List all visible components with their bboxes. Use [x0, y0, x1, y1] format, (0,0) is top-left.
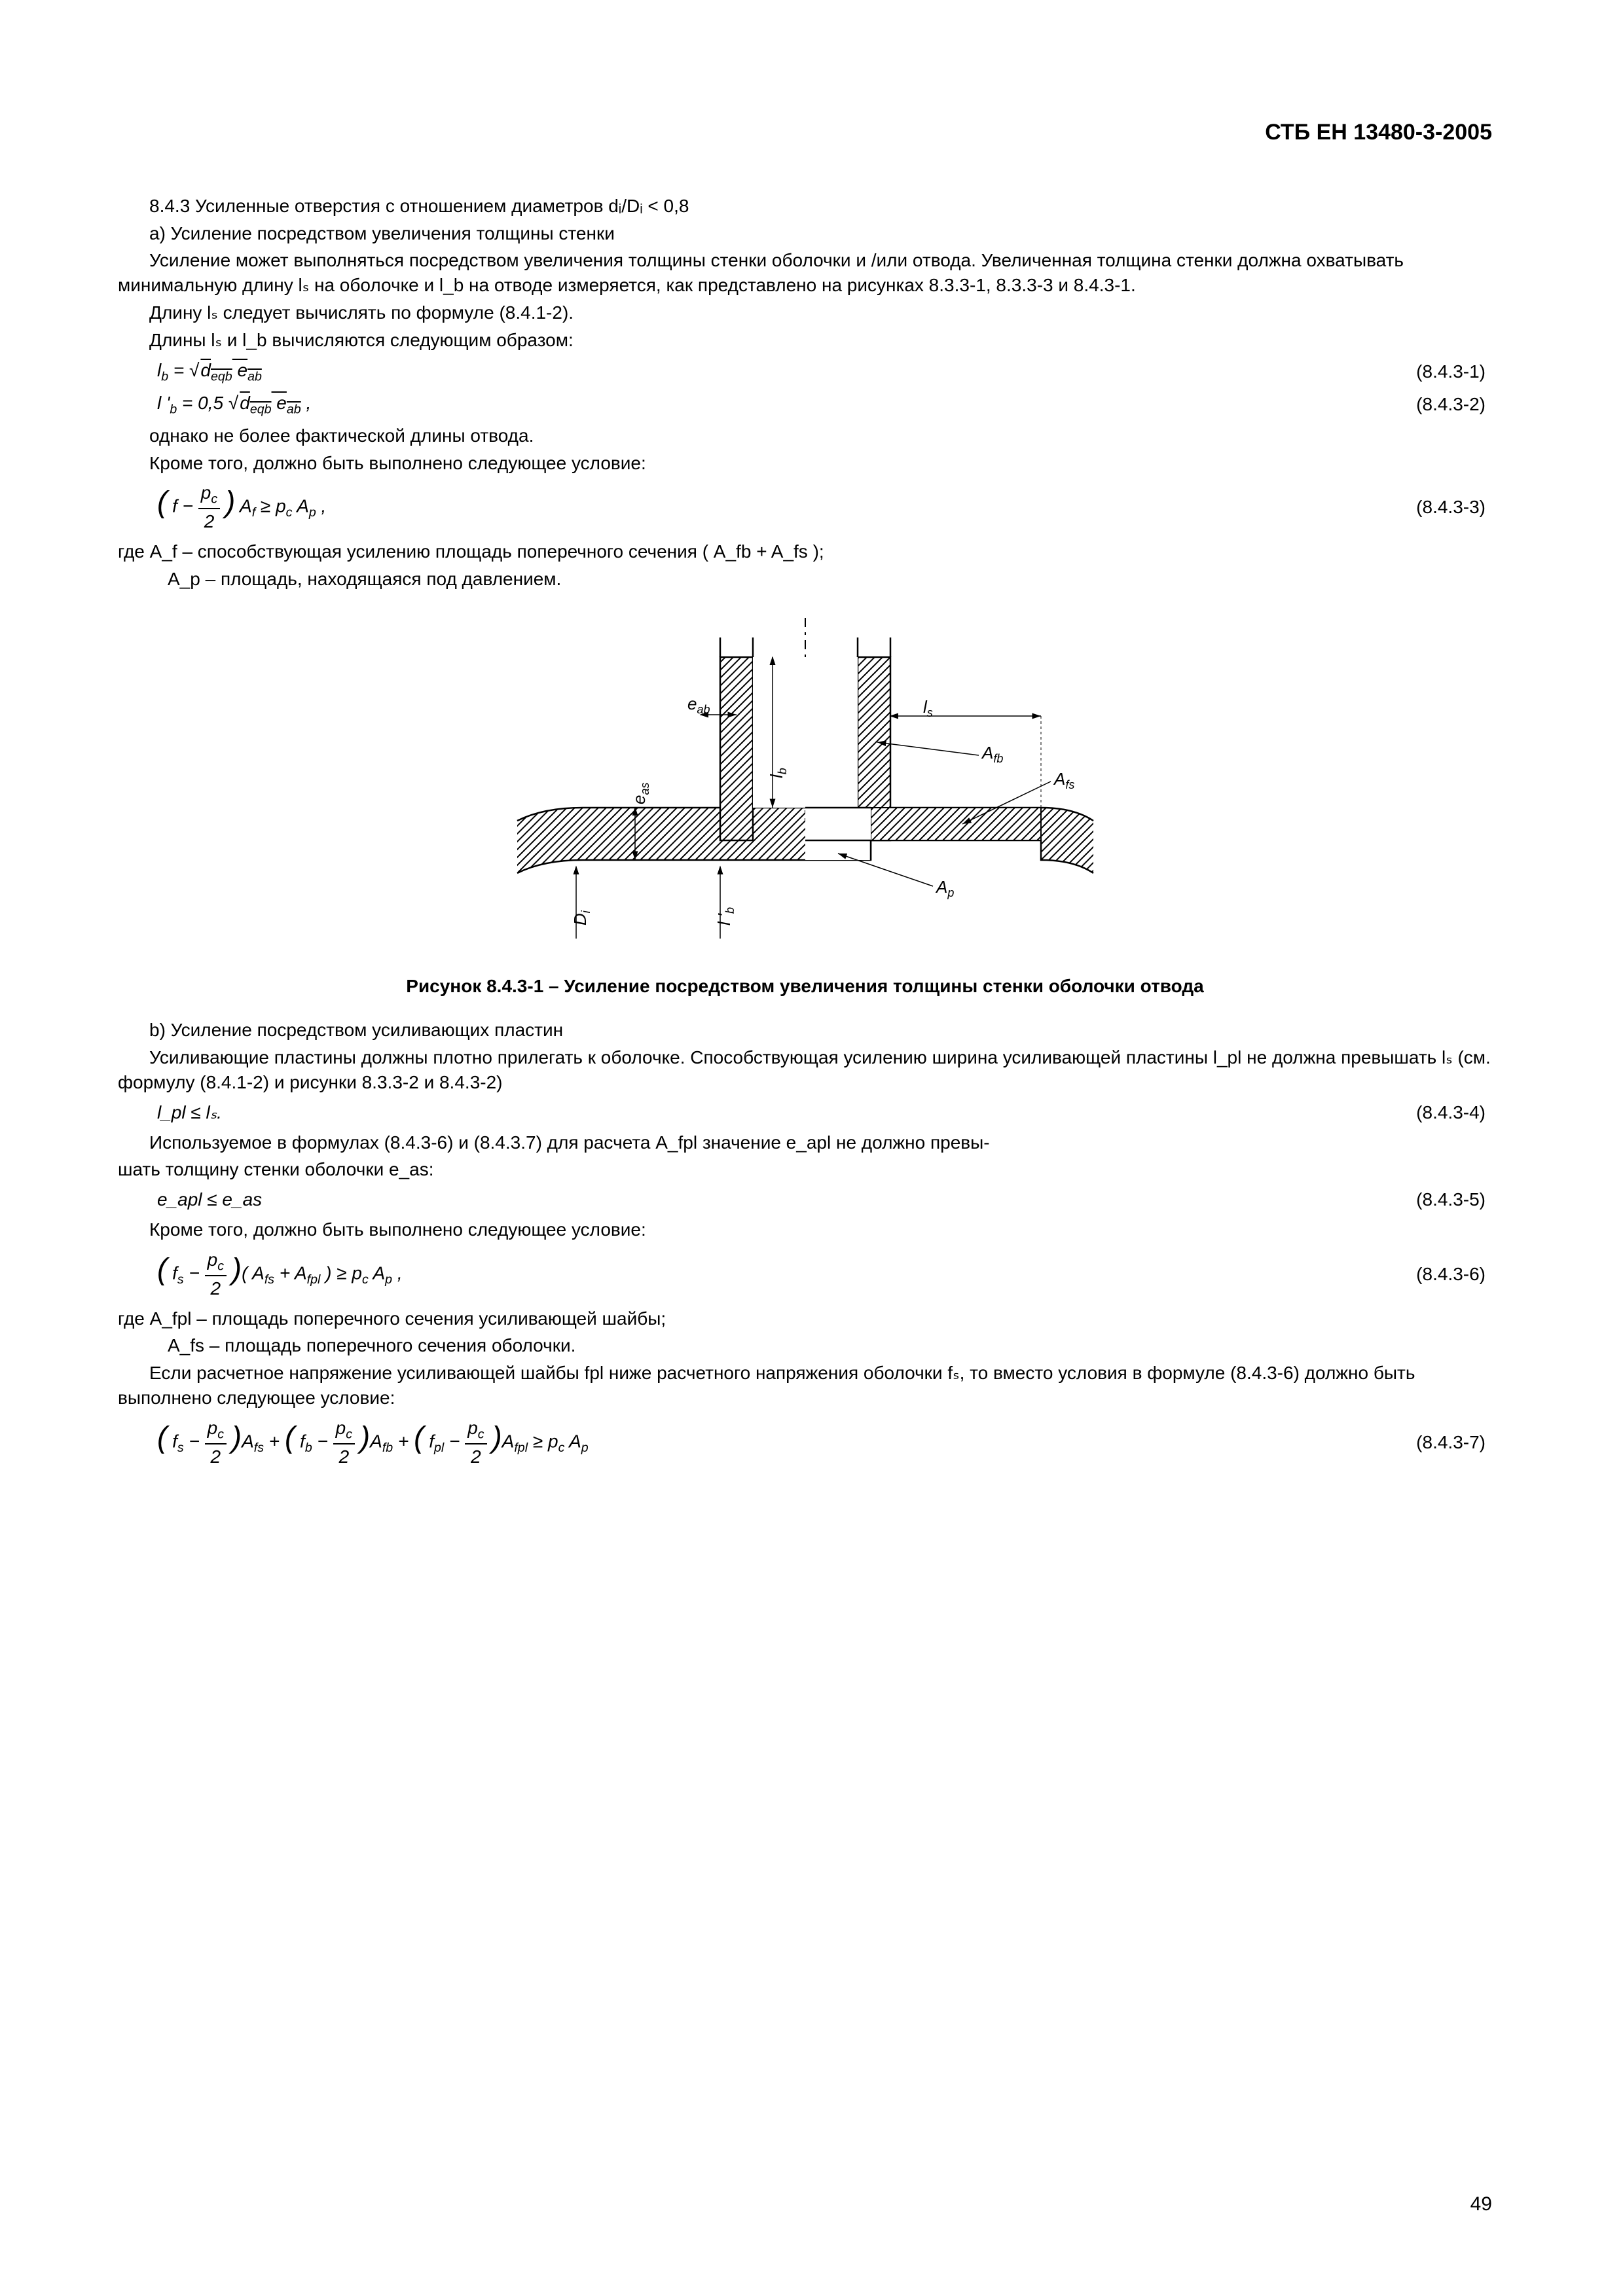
p-after-eq2: однако не более фактической длины отвода…	[118, 423, 1492, 448]
svg-text:l 'b: l 'b	[714, 907, 737, 925]
p-b-2b: шать толщину стенки оболочки e_as:	[118, 1157, 1492, 1182]
p-where1b: A_p – площадь, находящаяся под давлением…	[118, 567, 1492, 592]
equation-8-4-3-4: l_pl ≤ lₛ. (8.4.3-4)	[118, 1100, 1492, 1125]
eq7-number: (8.4.3-7)	[1416, 1430, 1492, 1455]
figure-8-4-3-1: eab eas ls lb Afb Afs Ap Di l 'b	[118, 611, 1492, 958]
p-b-1: Усиливающие пластины должны плотно приле…	[118, 1045, 1492, 1095]
svg-text:Afb: Afb	[981, 743, 1003, 765]
equation-8-4-3-5: e_apl ≤ e_as (8.4.3-5)	[118, 1187, 1492, 1212]
p-where1: где A_f – способствующая усилению площад…	[118, 539, 1492, 564]
section-843-title: 8.4.3 Усиленные отверстия с отношением д…	[118, 194, 1492, 219]
doc-title: СТБ ЕН 13480-3-2005	[118, 118, 1492, 148]
p-a-3: Длины lₛ и l_b вычисляются следующим обр…	[118, 328, 1492, 353]
figure-caption: Рисунок 8.4.3-1 – Усиление посредством у…	[118, 974, 1492, 999]
eq1-number: (8.4.3-1)	[1416, 359, 1492, 384]
p-where2: где A_fpl – площадь поперечного сечения …	[118, 1306, 1492, 1331]
p-a-1: Усиление может выполняться посредством у…	[118, 248, 1492, 298]
p-b-3: Если расчетное напряжение усиливающей ша…	[118, 1361, 1492, 1410]
svg-text:eas: eas	[629, 782, 651, 804]
equation-8-4-3-3: ( f − pc2 ) Af ≥ pc Ap , (8.4.3-3)	[118, 480, 1492, 534]
equation-8-4-3-7: ( fs − pc2 )Afs + ( fb − pc2 )Afb + ( fp…	[118, 1416, 1492, 1469]
p-cond1: Кроме того, должно быть выполнено следую…	[118, 451, 1492, 476]
svg-text:Ap: Ap	[935, 877, 954, 899]
eq3-number: (8.4.3-3)	[1416, 495, 1492, 520]
eq6-number: (8.4.3-6)	[1416, 1262, 1492, 1287]
p-where2b: A_fs – площадь поперечного сечения оболо…	[118, 1333, 1492, 1358]
eq2-number: (8.4.3-2)	[1416, 392, 1492, 417]
p-b-title: b) Усиление посредством усиливающих плас…	[118, 1018, 1492, 1043]
p-cond2: Кроме того, должно быть выполнено следую…	[118, 1217, 1492, 1242]
svg-text:Afs: Afs	[1053, 769, 1074, 791]
svg-text:eab: eab	[687, 694, 710, 716]
p-b-2a: Используемое в формулах (8.4.3-6) и (8.4…	[118, 1130, 1492, 1155]
equation-8-4-3-1: lb = √deqb eab (8.4.3-1)	[118, 358, 1492, 386]
eq4-number: (8.4.3-4)	[1416, 1100, 1492, 1125]
p-a-title: a) Усиление посредством увеличения толщи…	[118, 221, 1492, 246]
eq5-number: (8.4.3-5)	[1416, 1187, 1492, 1212]
svg-text:Di: Di	[570, 910, 593, 925]
equation-8-4-3-2: l 'b = 0,5 √deqb eab , (8.4.3-2)	[118, 391, 1492, 418]
page-number: 49	[1470, 2191, 1492, 2218]
p-a-2: Длину lₛ следует вычислять по формуле (8…	[118, 300, 1492, 325]
equation-8-4-3-6: ( fs − pc2 )( Afs + Afpl ) ≥ pc Ap , (8.…	[118, 1247, 1492, 1301]
